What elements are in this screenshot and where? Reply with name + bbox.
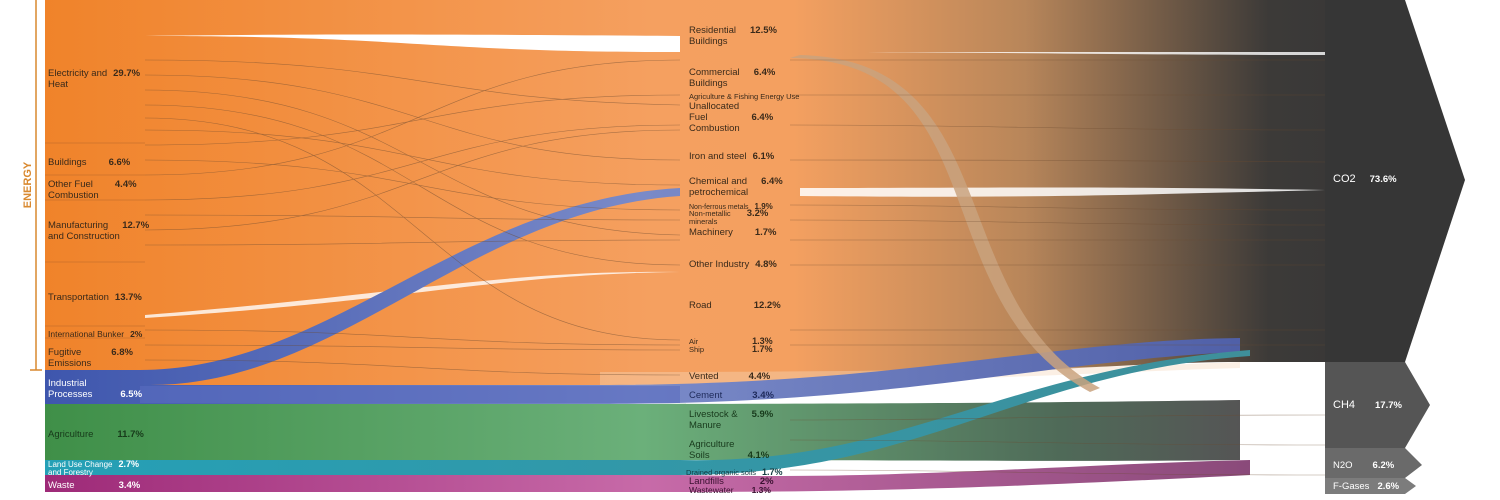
sector-label-ag-soils: Agriculture Soils 4.1% [689,439,770,461]
source-label-manufacturing: Manufacturing 12.7% and Construction [48,220,150,242]
energy-group-label: ENERGY [22,161,34,208]
sector-label-livestock: Livestock & 5.9% Manure [689,409,774,431]
sector-label-drained-soils: Drained organic soils 1.7% [686,467,783,477]
source-label-agriculture: Agriculture 11.7% [48,429,144,440]
flow-lines [144,59,1326,476]
sector-label-cement: Cement 3.4% [689,390,774,401]
source-label-transportation: Transportation 13.7% [48,292,142,303]
fgases-output-arrow [1325,478,1416,494]
flow-gap [795,52,1325,55]
sector-label-commercial: Commercial 6.4% Buildings [689,67,776,89]
sector-label-iron-steel: Iron and steel 6.1% [689,151,775,162]
source-label-other-fuel: Other Fuel 4.4% Combustion [48,179,137,201]
sector-label-unallocated: Unallocated Fuel 6.4% Combustion [689,101,774,134]
source-label-land-use: Land Use Change 2.7% and Forestry [48,459,140,477]
sector-label-air: Air 1.3% [689,336,773,346]
sector-label-wastewater: Wastewater 1.3% [689,485,771,495]
source-label-international-bunker: International Bunker 2% [48,329,143,339]
energy-flow-band [45,0,1405,385]
source-label-buildings: Buildings 6.6% [48,157,131,168]
source-label-electricity: Electricity and 29.7% Heat [48,68,141,90]
flow-gap [800,187,1325,197]
sector-label-ag-fishing: Agriculture & Fishing Energy Use [689,92,800,101]
waste-flow-band [45,460,1250,492]
sector-label-vented: Vented 4.4% [689,371,771,382]
sector-label-chemical: Chemical and 6.4% petrochemical [689,176,783,198]
flow-gap [145,34,680,52]
flow-gap [145,271,680,318]
industrial-flow-band [45,188,1240,404]
sector-label-other-industry: Other Industry 4.8% [689,259,777,270]
sector-label-machinery: Machinery 1.7% [689,227,777,238]
sector-label-residential: Residential 12.5% Buildings [689,25,777,47]
gas-label-fgases: F-Gases 2.6% [1333,481,1400,492]
sector-label-non-metallic: Non-metallic 3.2% minerals [689,208,769,226]
source-label-industrial: Industrial Processes 6.5% [48,378,143,400]
source-separators [45,142,145,339]
source-label-fugitive: Fugitive 6.8% Emissions [48,347,133,369]
ch4-output-arrow [1325,362,1430,448]
n2o-output-arrow [1325,448,1422,478]
cement-flow [140,386,680,403]
sector-label-road: Road 12.2% [689,300,781,311]
gas-label-ch4: CH4 17.7% [1333,399,1402,412]
sector-label-landfills: Landfills 2% [689,476,774,487]
land-use-flow-band [45,350,1250,475]
sector-label-ship: Ship 1.7% [689,344,773,354]
gas-label-n2o: N2O 6.2% [1333,460,1395,471]
energy-group-bracket [30,0,42,371]
source-label-waste: Waste 3.4% [48,480,141,491]
sector-label-non-ferrous: Non-ferrous metals 1.9% [689,202,773,211]
gas-label-co2: CO2 73.6% [1333,173,1397,186]
co2-output-arrow [1325,0,1465,362]
agriculture-flow-band [45,400,1240,461]
